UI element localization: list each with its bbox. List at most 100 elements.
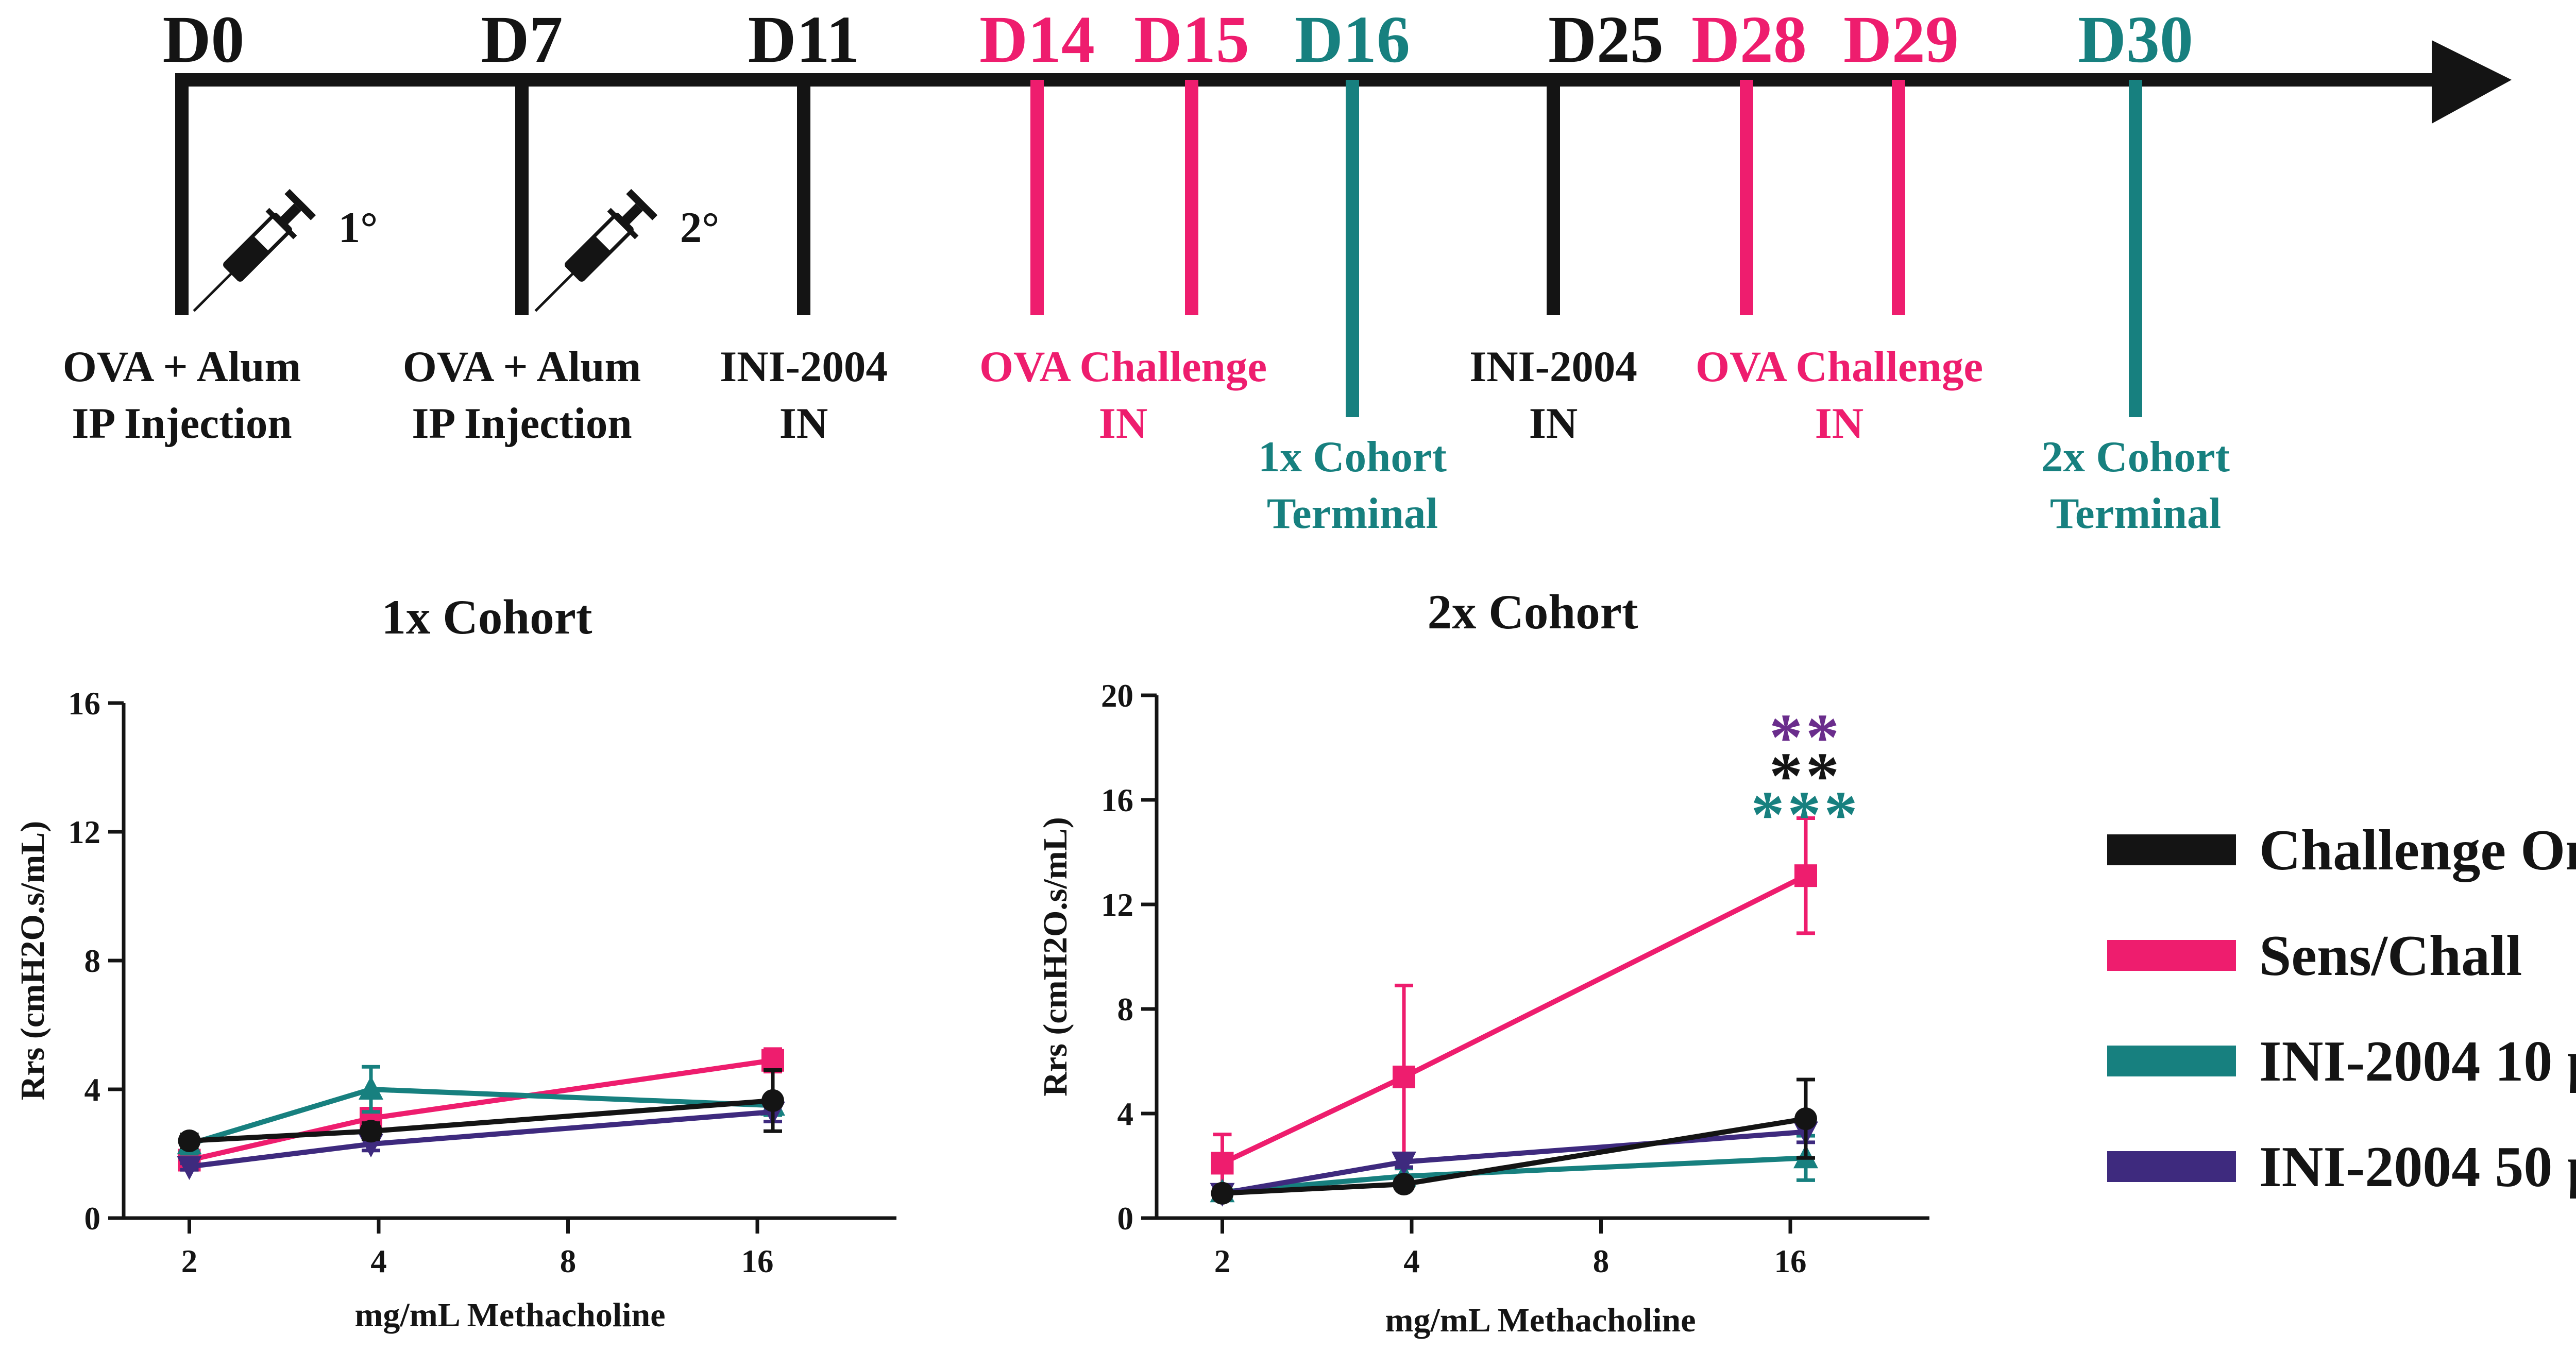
chart-1x-series-challenge-only <box>178 1068 784 1152</box>
chart-2x-y-label: Rrs (cmH2O.s/mL) <box>1037 817 1074 1097</box>
chart-2x-x-tick-label: 8 <box>1593 1243 1609 1279</box>
ova-challenge-label-1-line-1: OVA Challenge <box>979 343 1267 391</box>
timeline-day-d29: D29 <box>1843 3 1959 77</box>
chart-1x-y-tick-label: 8 <box>84 943 101 979</box>
timeline-event-d0-line-2: IP Injection <box>72 399 292 448</box>
injection-label-2: 2° <box>680 203 720 252</box>
ova-challenge-label-2-line-2: IN <box>1815 399 1863 448</box>
syringe-finger-flange <box>265 208 297 239</box>
ova-challenge-label-1-line-2: IN <box>1099 399 1147 448</box>
timeline-event-d30-line-2: Terminal <box>2050 489 2221 538</box>
timeline-day-d25: D25 <box>1548 3 1664 77</box>
syringe-plunger <box>279 203 301 226</box>
data-point <box>761 1089 784 1112</box>
significance-stars: ** <box>1769 739 1842 813</box>
timeline-day-d30: D30 <box>2078 3 2193 77</box>
chart-2x-y-tick-label: 20 <box>1101 678 1133 714</box>
timeline-day-d14: D14 <box>979 3 1095 77</box>
legend-label-4: INI-2004 50 µg <box>2259 1135 2576 1199</box>
chart-2x-x-label: mg/mL Methacholine <box>1385 1302 1696 1339</box>
timeline-arrowhead <box>2432 40 2512 124</box>
timeline-event-d30-line-1: 2x Cohort <box>2041 433 2230 481</box>
chart-2x-x-tick-label: 2 <box>1214 1243 1231 1279</box>
timeline-event-d7-line-1: OVA + Alum <box>403 343 641 391</box>
chart-1x-x-tick-label: 8 <box>560 1243 577 1279</box>
series-line <box>1221 873 1807 1166</box>
legend: Challenge Only Sens/Chall INI-2004 10 µg IN… <box>2107 818 2576 1199</box>
legend-swatch-1 <box>2107 834 2236 865</box>
timeline-ticks <box>175 80 2142 417</box>
chart-1x-cohort: 1x Cohort 0 4 8 12 16 2 4 8 16 mg/mL Methacholine R… <box>14 590 896 1334</box>
legend-label-3: INI-2004 10 µg <box>2259 1030 2576 1093</box>
chart-2x-y-tick-label: 0 <box>1117 1201 1134 1237</box>
chart-1x-y-tick-label: 12 <box>68 814 100 850</box>
syringes: 1° 2° <box>193 189 720 312</box>
timeline-day-d15: D15 <box>1134 3 1249 77</box>
legend-swatch-2 <box>2107 940 2236 971</box>
syringe-fluid <box>565 235 611 281</box>
chart-2x-y-tick-label: 12 <box>1101 887 1133 923</box>
timeline-day-d7: D7 <box>481 3 563 77</box>
chart-1x-y-tick-label: 4 <box>84 1072 101 1108</box>
chart-2x-series-ini-2004-10-g <box>1210 1134 1818 1203</box>
data-point <box>359 1076 383 1100</box>
syringe-finger-flange <box>607 208 639 239</box>
data-point <box>1393 1065 1415 1088</box>
chart-1x-y-tick-label: 16 <box>68 686 100 722</box>
syringe-fluid <box>224 235 269 281</box>
timeline-event-d11-line-2: IN <box>779 399 828 448</box>
timeline-event-d16-line-2: Terminal <box>1267 489 1438 538</box>
timeline-event-labels: OVA + Alum IP Injection OVA + Alum IP Injec… <box>63 343 2230 538</box>
data-point <box>1392 1151 1416 1175</box>
syringe-needle <box>534 271 575 312</box>
syringe-icon <box>534 189 658 312</box>
syringe-needle <box>193 271 233 312</box>
chart-2x-y-tick-label: 4 <box>1117 1096 1134 1132</box>
injection-label-1: 1° <box>338 203 378 252</box>
chart-1x-series-sens-chall <box>178 1047 784 1172</box>
chart-2x-title: 2x Cohort <box>1428 585 1638 639</box>
chart-2x-y-tick-label: 8 <box>1117 991 1134 1028</box>
timeline-event-d7-line-2: IP Injection <box>412 399 632 448</box>
timeline-event-d0-line-1: OVA + Alum <box>63 343 301 391</box>
timeline-day-d0: D0 <box>163 3 245 77</box>
chart-2x-y-tick-label: 16 <box>1101 782 1133 818</box>
chart-2x-series-sens-chall <box>1211 816 1817 1194</box>
chart-1x-x-tick-label: 2 <box>181 1243 198 1279</box>
timeline-day-d28: D28 <box>1691 3 1807 77</box>
timeline: D0 D7 D11 D14 D15 D16 D25 D28 D29 D30 OVA + Alum I… <box>63 3 2512 538</box>
data-point <box>1211 1182 1234 1205</box>
chart-2x-series-challenge-only <box>1211 1077 1817 1205</box>
syringe-plunger <box>621 203 643 226</box>
data-point <box>1794 1107 1817 1131</box>
data-point <box>178 1129 201 1152</box>
syringe-plunger-handle <box>284 189 316 220</box>
timeline-day-d11: D11 <box>748 3 860 77</box>
chart-2x-x-tick-label: 16 <box>1774 1243 1807 1279</box>
data-point <box>761 1049 784 1072</box>
legend-label-2: Sens/Chall <box>2259 924 2522 988</box>
data-point <box>1211 1152 1234 1175</box>
syringe-icon <box>193 189 316 312</box>
chart-2x-x-tick-label: 4 <box>1403 1243 1420 1279</box>
legend-swatch-3 <box>2107 1046 2236 1076</box>
legend-label-1: Challenge Only <box>2259 818 2576 882</box>
timeline-day-labels: D0 D7 D11 D14 D15 D16 D25 D28 D29 D30 <box>163 3 2193 77</box>
chart-1x-y-tick-label: 0 <box>84 1201 101 1237</box>
timeline-event-d16-line-1: 1x Cohort <box>1258 433 1447 481</box>
data-point <box>1794 864 1817 887</box>
timeline-event-d25-line-1: INI-2004 <box>1469 343 1637 391</box>
significance-stars: ** <box>1769 700 1842 775</box>
ova-challenge-label-2-line-1: OVA Challenge <box>1696 343 1983 391</box>
data-point <box>360 1120 382 1143</box>
syringe-plunger-handle <box>626 189 658 220</box>
data-point <box>177 1156 202 1180</box>
data-point <box>1393 1173 1415 1196</box>
chart-1x-x-label: mg/mL Methacholine <box>354 1296 665 1334</box>
chart-1x-y-label: Rrs (cmH2O.s/mL) <box>14 821 52 1101</box>
chart-1x-x-tick-label: 16 <box>741 1243 774 1279</box>
chart-1x-x-tick-label: 4 <box>370 1243 387 1279</box>
